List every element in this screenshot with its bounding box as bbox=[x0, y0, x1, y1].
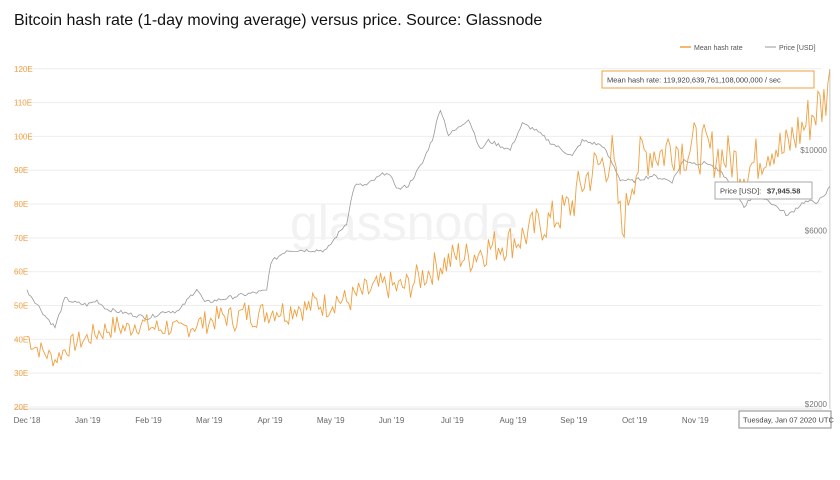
y-axis-left: 20E 30E 40E 50E 60E 70E 80E 90E 100E 110E 120E bbox=[14, 65, 33, 412]
legend-item-price[interactable]: Price [USD] bbox=[765, 45, 816, 52]
x-tick-label: Apr '19 bbox=[257, 416, 283, 425]
y-tick-left-label: 80E bbox=[14, 200, 28, 209]
y-tick-left-label: 30E bbox=[14, 369, 28, 378]
y-tick-right-label: $6000 bbox=[805, 227, 828, 236]
y-tick-left-label: 120E bbox=[14, 65, 33, 74]
legend-label-hash-rate: Mean hash rate bbox=[694, 45, 743, 52]
legend: Mean hash rate Price [USD] bbox=[680, 45, 816, 52]
chart-title: Bitcoin hash rate (1-day moving average)… bbox=[14, 12, 543, 29]
x-tick-label: Jan '19 bbox=[75, 416, 101, 425]
tooltip-date-text: Tuesday, Jan 07 2020 UTC bbox=[743, 416, 834, 425]
x-tick-label: May '19 bbox=[317, 416, 345, 425]
y-tick-left-label: 20E bbox=[14, 403, 28, 412]
tooltip-date: Tuesday, Jan 07 2020 UTC bbox=[738, 410, 834, 429]
tooltip-hash-rate-text: Mean hash rate: 119,920,639,761,108,000,… bbox=[607, 76, 781, 85]
y-axis-right: $2000 $6000 $10000 bbox=[800, 146, 827, 409]
grid-layer bbox=[14, 68, 822, 410]
y-tick-left-label: 100E bbox=[14, 132, 33, 141]
y-tick-left-label: 90E bbox=[14, 166, 28, 175]
y-tick-right-label: $2000 bbox=[805, 400, 828, 409]
tooltip-price: Price [USD]: $7,945.58 bbox=[714, 181, 813, 200]
y-tick-left-label: 110E bbox=[14, 99, 32, 108]
y-tick-left-label: 40E bbox=[14, 335, 28, 344]
legend-item-hash-rate[interactable]: Mean hash rate bbox=[680, 45, 743, 52]
y-tick-right-label: $10000 bbox=[800, 146, 827, 155]
price-series-line bbox=[26, 109, 831, 329]
x-tick-label: Jul '19 bbox=[441, 416, 464, 425]
x-tick-label: Nov '19 bbox=[682, 416, 709, 425]
tooltip-price-value: $7,945.58 bbox=[767, 187, 800, 196]
tooltip-price-box bbox=[714, 181, 813, 200]
x-tick-label: Mar '19 bbox=[196, 416, 223, 425]
y-tick-left-label: 60E bbox=[14, 268, 28, 277]
x-tick-label: Feb '19 bbox=[135, 416, 162, 425]
tooltip-hash-rate-box bbox=[601, 70, 815, 89]
x-tick-label: Sep '19 bbox=[560, 416, 587, 425]
x-tick-label: Aug '19 bbox=[500, 416, 527, 425]
tooltip-date-box bbox=[738, 410, 832, 429]
hash-rate-series-line bbox=[26, 68, 831, 367]
watermark: glassnode bbox=[290, 195, 518, 251]
y-tick-left-label: 50E bbox=[14, 302, 28, 311]
x-axis: Dec '18 Jan '19 Feb '19 Mar '19 Apr '19 May '… bbox=[14, 416, 770, 425]
y-tick-left-label: 70E bbox=[14, 234, 28, 243]
legend-label-price: Price [USD] bbox=[779, 45, 816, 52]
x-tick-label: Oct '19 bbox=[622, 416, 648, 425]
x-tick-label: Jun '19 bbox=[379, 416, 405, 425]
tooltip-price-label: Price [USD]: bbox=[720, 187, 761, 196]
tooltip-hash-rate: Mean hash rate: 119,920,639,761,108,000,… bbox=[601, 70, 815, 89]
x-tick-label: Dec '18 bbox=[14, 416, 41, 425]
